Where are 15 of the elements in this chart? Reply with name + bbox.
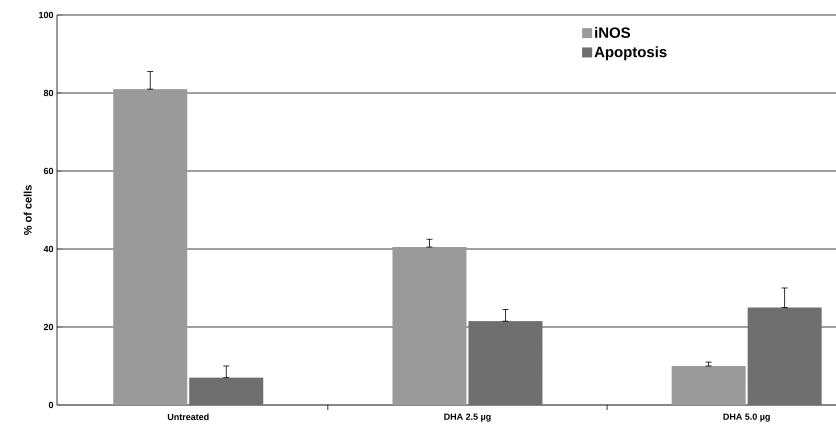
y-axis-title: % of cells [24,185,32,235]
y-tick-label: 40 [44,246,54,252]
y-tick-label: 80 [44,90,54,96]
bar [672,366,746,405]
x-tick-label: Untreated [168,414,209,420]
bar [392,247,466,405]
legend-label: Apoptosis [594,46,667,60]
x-tick-label: DHA 5.0 µg [724,414,770,422]
x-tick-label: DHA 2.5 µg [444,414,491,422]
bar [113,89,188,405]
y-tick-label: 0 [48,402,54,408]
y-tick-label: 60 [44,168,54,174]
legend-label: iNOS [595,26,630,38]
y-tick-label: 100 [39,12,54,18]
y-tick-label: 20 [44,324,54,330]
